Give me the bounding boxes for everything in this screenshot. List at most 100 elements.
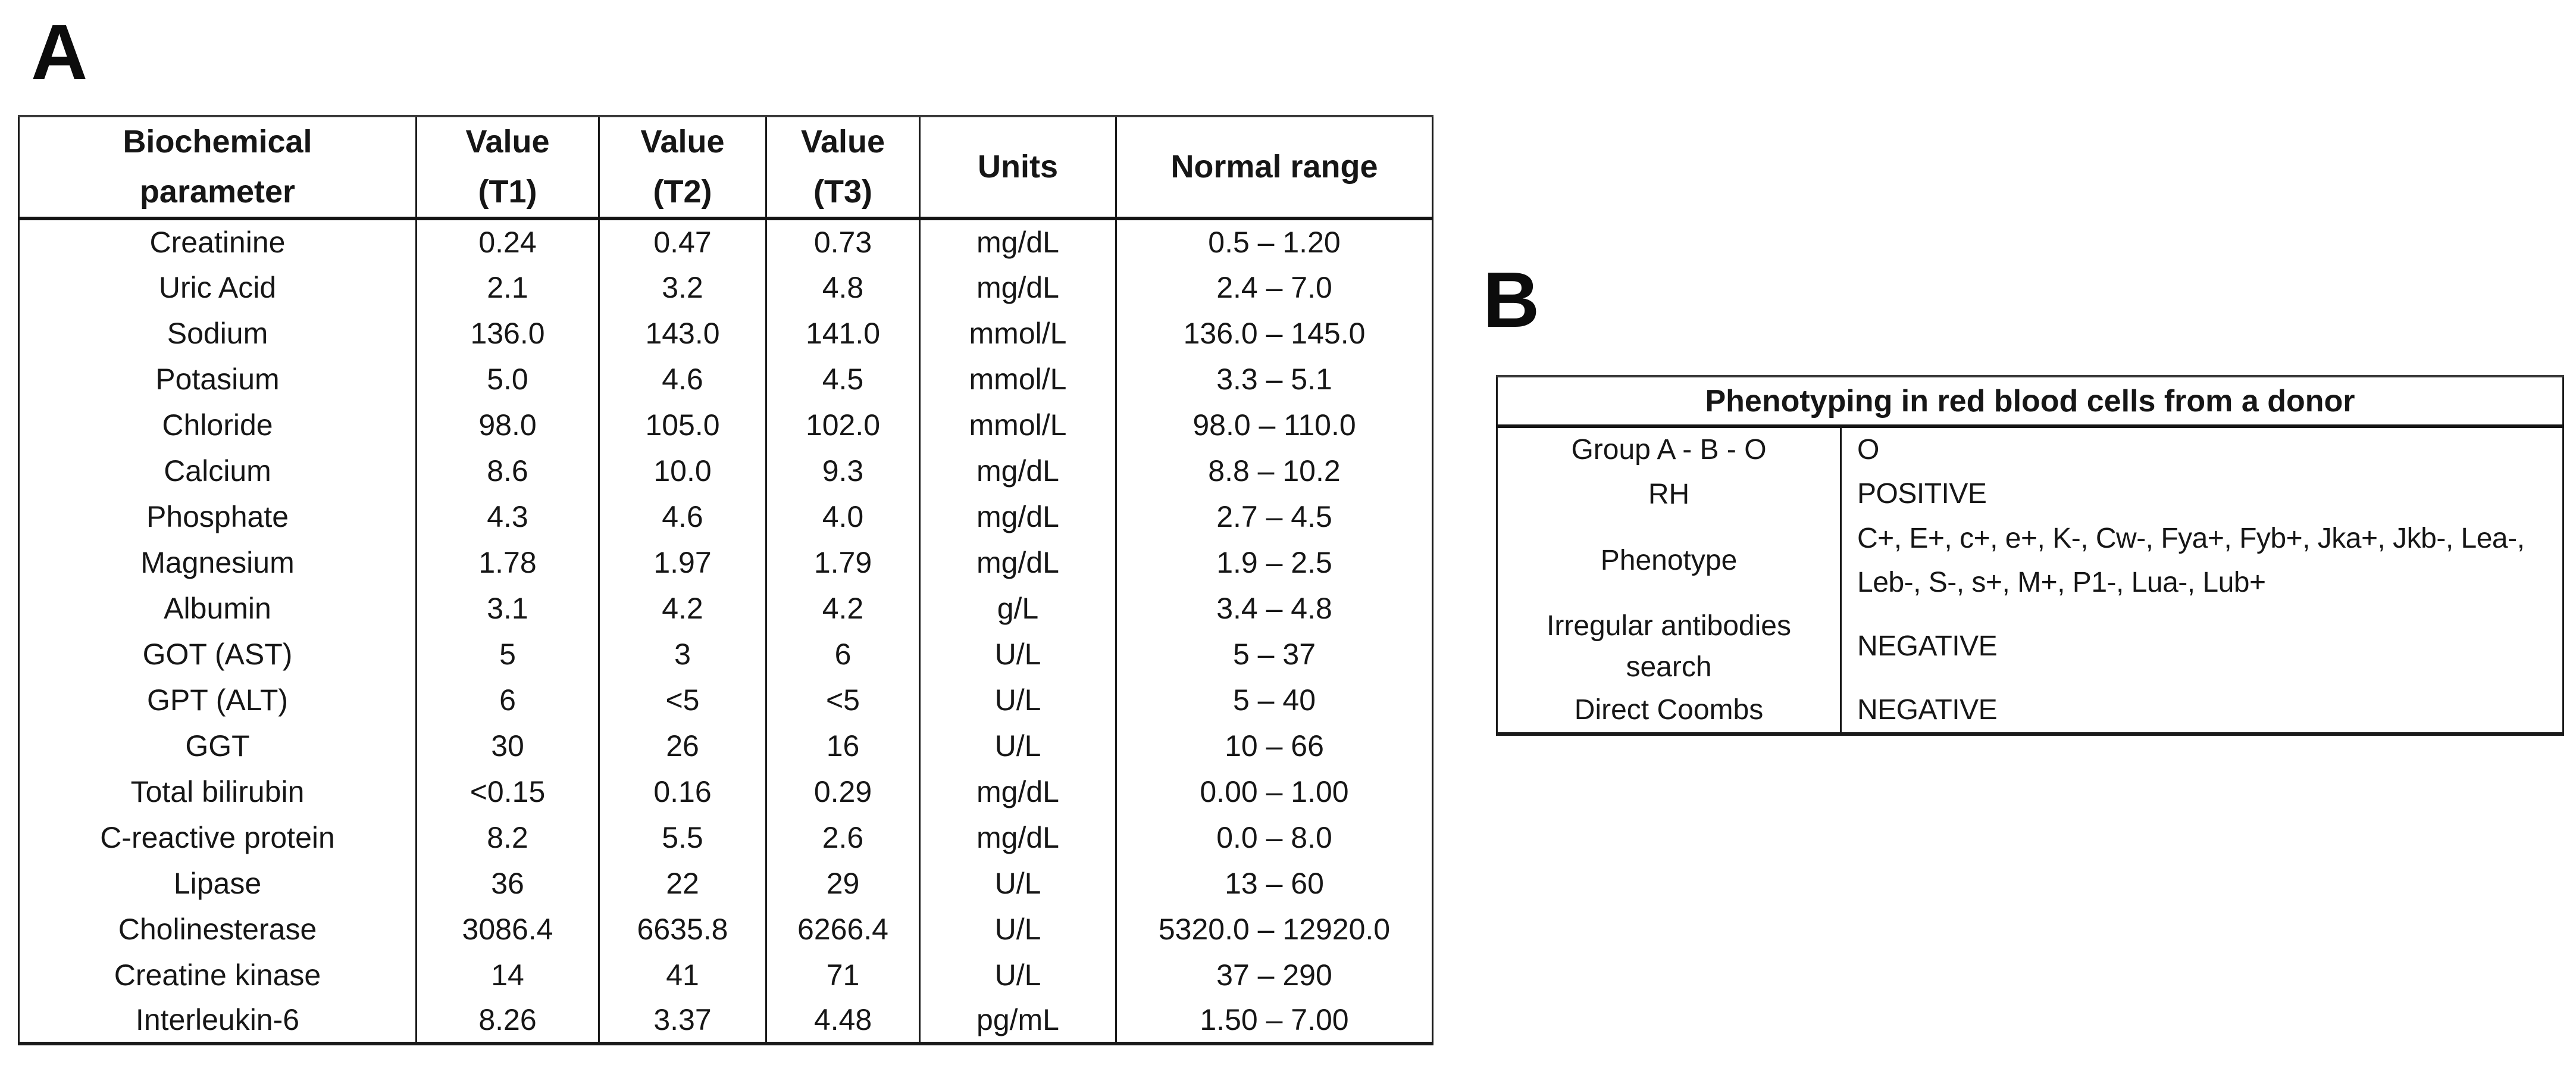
value-t2-cell: 105.0 <box>598 402 767 448</box>
value-t1-cell: 98.0 <box>415 402 600 448</box>
row-value-direct-coombs: NEGATIVE <box>1857 694 1998 726</box>
table-b-title: Phenotyping in red blood cells from a do… <box>1497 376 2564 428</box>
value-t3-cell: 71 <box>765 952 921 998</box>
value-t3-cell: 16 <box>765 723 921 769</box>
normal-range-cell: 2.7 – 4.5 <box>1115 494 1433 540</box>
value-t3-cell: <5 <box>765 677 921 723</box>
normal-range-cell: 5 – 40 <box>1115 677 1433 723</box>
units-cell: mmol/L <box>919 356 1117 402</box>
table-row: Direct Coombs NEGATIVE <box>1497 688 2564 735</box>
col-header-biochemical-parameter: Biochemical parameter <box>18 116 417 221</box>
table-row: Phosphate 4.3 4.6 4.0 mg/dL 2.7 – 4.5 <box>18 494 1433 540</box>
table-b-title-row: Phenotyping in red blood cells from a do… <box>1497 376 2564 428</box>
table-a-header: Biochemical parameter Value (T1) Value (… <box>18 116 1433 221</box>
col-header-value-t1: Value (T1) <box>415 116 600 221</box>
table-row: Phenotype C+, E+, c+, e+, K-, Cw-, Fya+,… <box>1497 516 2564 605</box>
parameter-cell: Sodium <box>18 310 417 357</box>
row-label-irregular-antibodies: Irregular antibodies search <box>1497 605 1842 688</box>
col-header-units: Units <box>919 116 1117 221</box>
value-t1-cell: 5 <box>415 631 600 677</box>
table-row: Lipase 36 22 29 U/L 13 – 60 <box>18 860 1433 907</box>
row-value-irregular-antibodies: NEGATIVE <box>1857 630 1998 662</box>
normal-range-cell: 1.9 – 2.5 <box>1115 539 1433 586</box>
row-label-phenotype: Phenotype <box>1497 516 1842 605</box>
table-row: Creatinine 0.24 0.47 0.73 mg/dL 0.5 – 1.… <box>18 218 1433 265</box>
units-cell: mg/dL <box>919 539 1117 586</box>
value-t1-cell: 4.3 <box>415 494 600 540</box>
units-cell: U/L <box>919 677 1117 723</box>
value-t1-cell: 2.1 <box>415 264 600 311</box>
normal-range-cell: 3.4 – 4.8 <box>1115 585 1433 632</box>
value-t2-cell: 3.2 <box>598 264 767 311</box>
parameter-cell: GOT (AST) <box>18 631 417 677</box>
value-t3-cell: 4.8 <box>765 264 921 311</box>
units-cell: mg/dL <box>919 814 1117 861</box>
parameter-cell: C-reactive protein <box>18 814 417 861</box>
value-t1-cell: 5.0 <box>415 356 600 402</box>
row-label-group-abo: Group A - B - O <box>1497 426 1842 473</box>
table-row: Magnesium 1.78 1.97 1.79 mg/dL 1.9 – 2.5 <box>18 539 1433 586</box>
parameter-cell: Calcium <box>18 448 417 494</box>
value-t1-cell: 8.2 <box>415 814 600 861</box>
value-t2-cell: 1.97 <box>598 539 767 586</box>
row-label-direct-coombs: Direct Coombs <box>1497 688 1842 735</box>
value-t3-cell: 9.3 <box>765 448 921 494</box>
value-t2-cell: 0.16 <box>598 769 767 815</box>
table-row: GGT 30 26 16 U/L 10 – 66 <box>18 723 1433 769</box>
units-cell: U/L <box>919 906 1117 952</box>
value-t3-cell: 2.6 <box>765 814 921 861</box>
units-cell: U/L <box>919 952 1117 998</box>
value-t1-cell: 36 <box>415 860 600 907</box>
normal-range-cell: 8.8 – 10.2 <box>1115 448 1433 494</box>
value-t1-cell: 14 <box>415 952 600 998</box>
units-cell: mmol/L <box>919 402 1117 448</box>
parameter-cell: Total bilirubin <box>18 769 417 815</box>
value-t3-cell: 4.5 <box>765 356 921 402</box>
parameter-cell: Uric Acid <box>18 264 417 311</box>
normal-range-cell: 1.50 – 7.00 <box>1115 998 1433 1044</box>
table-row: GPT (ALT) 6 <5 <5 U/L 5 – 40 <box>18 677 1433 723</box>
value-t2-cell: 4.6 <box>598 356 767 402</box>
value-t2-cell: 26 <box>598 723 767 769</box>
table-row: Irregular antibodies search NEGATIVE <box>1497 605 2564 688</box>
parameter-cell: Phosphate <box>18 494 417 540</box>
units-cell: pg/mL <box>919 998 1117 1044</box>
normal-range-cell: 10 – 66 <box>1115 723 1433 769</box>
units-cell: mg/dL <box>919 264 1117 311</box>
normal-range-cell: 136.0 – 145.0 <box>1115 310 1433 357</box>
units-cell: mg/dL <box>919 218 1117 265</box>
normal-range-cell: 3.3 – 5.1 <box>1115 356 1433 402</box>
value-t2-cell: 4.2 <box>598 585 767 632</box>
value-t2-cell: <5 <box>598 677 767 723</box>
table-b-body: Phenotyping in red blood cells from a do… <box>1497 376 2564 735</box>
parameter-cell: Potasium <box>18 356 417 402</box>
units-cell: mg/dL <box>919 494 1117 540</box>
value-t3-cell: 0.73 <box>765 218 921 265</box>
value-t3-cell: 4.0 <box>765 494 921 540</box>
value-t2-cell: 10.0 <box>598 448 767 494</box>
value-t2-cell: 143.0 <box>598 310 767 357</box>
parameter-cell: Cholinesterase <box>18 906 417 952</box>
parameter-cell: Albumin <box>18 585 417 632</box>
value-t3-cell: 6 <box>765 631 921 677</box>
value-t2-cell: 3 <box>598 631 767 677</box>
value-t2-cell: 6635.8 <box>598 906 767 952</box>
table-a-header-row: Biochemical parameter Value (T1) Value (… <box>18 116 1433 221</box>
value-t1-cell: <0.15 <box>415 769 600 815</box>
parameter-cell: Lipase <box>18 860 417 907</box>
normal-range-cell: 0.00 – 1.00 <box>1115 769 1433 815</box>
normal-range-cell: 5320.0 – 12920.0 <box>1115 906 1433 952</box>
row-label-rh: RH <box>1497 472 1842 517</box>
table-row: Sodium 136.0 143.0 141.0 mmol/L 136.0 – … <box>18 310 1433 357</box>
value-t2-cell: 22 <box>598 860 767 907</box>
units-cell: mmol/L <box>919 310 1117 357</box>
panel-a-label: A <box>31 8 88 96</box>
units-cell: U/L <box>919 723 1117 769</box>
normal-range-cell: 5 – 37 <box>1115 631 1433 677</box>
value-t2-cell: 5.5 <box>598 814 767 861</box>
value-t3-cell: 141.0 <box>765 310 921 357</box>
parameter-cell: Interleukin-6 <box>18 998 417 1044</box>
table-a-body: Creatinine 0.24 0.47 0.73 mg/dL 0.5 – 1.… <box>18 218 1433 1044</box>
units-cell: g/L <box>919 585 1117 632</box>
